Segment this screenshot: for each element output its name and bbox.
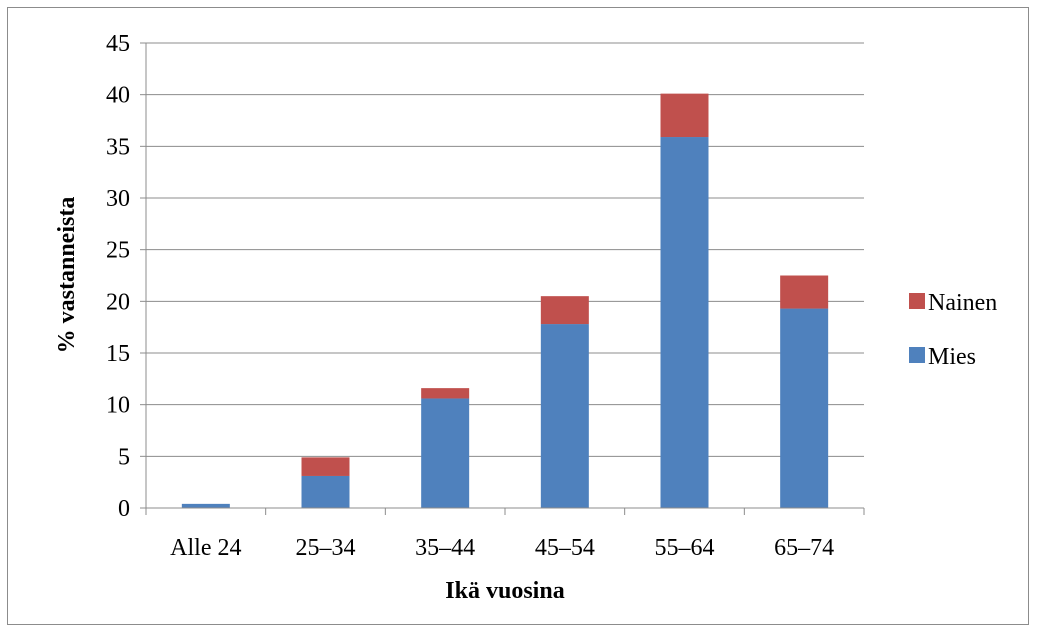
bar-mies: [540, 324, 589, 508]
legend-swatch-nainen: [909, 293, 925, 309]
x-tick-label: Alle 24: [170, 535, 241, 561]
bar-mies: [780, 308, 829, 508]
y-tick-label: 45: [106, 31, 130, 57]
bar-nainen: [301, 457, 350, 476]
y-axis-title: % vastanneista: [54, 197, 80, 354]
x-tick-label: 45–54: [535, 535, 595, 561]
x-tick-label: 55–64: [655, 535, 715, 561]
y-tick-label: 35: [106, 134, 130, 160]
y-tick-label: 20: [106, 289, 130, 315]
legend: Nainen Mies: [909, 290, 997, 370]
y-tick-label: 30: [106, 186, 130, 212]
bar-mies: [301, 475, 350, 508]
bar-mies: [421, 398, 470, 508]
axes: [140, 42, 865, 515]
legend-label-mies: Mies: [928, 344, 976, 370]
bar-nainen: [660, 93, 709, 138]
y-tick-label: 0: [118, 496, 130, 522]
x-tick-labels: Alle 24 25–34 35–44 45–54 55–64 65–74: [170, 535, 834, 561]
bar-mies: [181, 503, 230, 508]
bar-nainen: [421, 388, 470, 399]
y-tick-labels: 0 5 10 15 20 25 30 35 40 45: [106, 31, 130, 522]
legend-label-nainen: Nainen: [928, 290, 997, 316]
gridlines: [146, 42, 864, 457]
y-tick-label: 25: [106, 238, 130, 264]
chart-frame: [7, 7, 1029, 625]
y-tick-label: 15: [106, 341, 130, 367]
y-tick-label: 5: [118, 444, 130, 470]
bar-nainen: [540, 296, 589, 325]
bar-mies: [660, 137, 709, 509]
bar-nainen: [780, 275, 829, 309]
x-tick-label: 65–74: [774, 535, 834, 561]
bars: [181, 93, 829, 509]
x-tick-label: 25–34: [296, 535, 356, 561]
legend-swatch-mies: [909, 347, 925, 363]
y-tick-label: 10: [106, 393, 130, 419]
x-axis-title: Ikä vuosina: [445, 578, 564, 604]
x-tick-label: 35–44: [415, 535, 475, 561]
y-tick-label: 40: [106, 83, 130, 109]
